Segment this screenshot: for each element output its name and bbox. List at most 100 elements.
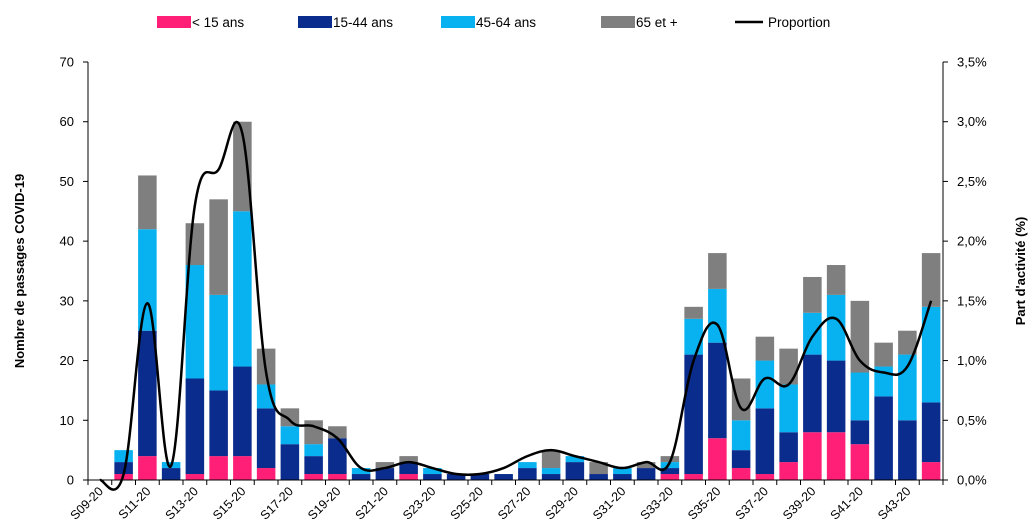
bar-segment-S27-20-series-1 (518, 468, 537, 480)
x-tick-label: S43-20 (875, 484, 913, 522)
bar-segment-S11-20-series-3 (138, 175, 157, 230)
bar-segment-S35-20-series-2 (708, 288, 727, 343)
proportion-line-path (99, 121, 933, 491)
bar-segment-S11-20-series-2 (138, 229, 157, 331)
bar-segment-S13-20-series-2 (185, 265, 205, 379)
y-right-tick-label: 2,5% (957, 174, 987, 189)
bars (114, 121, 941, 480)
y-right-tick-label: 0,5% (957, 413, 987, 428)
bar-segment-S18-20-series-0 (304, 474, 323, 480)
bar-segment-S44-20-series-2 (921, 306, 941, 403)
bar-segment-S33-20-series-0 (660, 474, 680, 480)
bar-segment-S36-20-series-3 (731, 378, 751, 421)
bar-segment-S14-20-series-0 (209, 456, 228, 480)
bar-segment-S39-20-series-3 (803, 276, 822, 313)
bar-segment-S34-20-series-0 (684, 474, 703, 480)
bar-segment-S31-20-series-2 (613, 468, 632, 475)
bar-segment-S22-20-series-0 (399, 474, 418, 480)
bar-segment-S16-20-series-1 (256, 408, 276, 469)
bar-segment-S41-20-series-1 (850, 420, 870, 445)
bar-segment-S44-20-series-0 (921, 462, 941, 480)
bar-segment-S40-20-series-1 (826, 360, 846, 433)
x-tick-label: S31-20 (590, 484, 628, 522)
bar-segment-S38-20-series-2 (779, 384, 798, 433)
bar-segment-S41-20-series-0 (850, 444, 870, 480)
bar-segment-S37-20-series-2 (755, 360, 775, 409)
bar-segment-S21-20-series-3 (375, 462, 395, 469)
bar-segment-S43-20-series-1 (898, 420, 917, 480)
x-tick-label: S21-20 (353, 484, 391, 522)
legend-label-line: Proportion (768, 15, 830, 30)
y-left-tick-label: 50 (60, 174, 74, 189)
bar-segment-S40-20-series-0 (826, 432, 846, 480)
bar-segment-S42-20-series-3 (874, 342, 893, 367)
bar-segment-S16-20-series-0 (256, 468, 276, 480)
bar-segment-S38-20-series-1 (779, 432, 798, 463)
bar-segment-S10-20-series-2 (114, 450, 133, 463)
bar-segment-S33-20-series-2 (660, 462, 680, 469)
bar-segment-S39-20-series-1 (803, 354, 822, 433)
bar-segment-S13-20-series-0 (185, 474, 205, 480)
bar-segment-S14-20-series-3 (209, 199, 228, 295)
bar-segment-S31-20-series-1 (613, 474, 632, 480)
bar-segment-S34-20-series-3 (684, 306, 703, 319)
bar-segment-S24-20-series-1 (446, 474, 466, 480)
proportion-line (99, 121, 933, 491)
bar-segment-S17-20-series-1 (280, 444, 300, 480)
bar-segment-S23-20-series-2 (423, 468, 442, 475)
bar-segment-S36-20-series-0 (731, 468, 751, 480)
x-tick-label: S35-20 (685, 484, 723, 522)
bar-segment-S40-20-series-3 (826, 265, 846, 295)
y-right-tick-label: 3,5% (957, 55, 987, 70)
y-axis-left-title: Nombre de passages COVID-19 (12, 174, 27, 368)
bar-segment-S11-20-series-0 (138, 456, 157, 480)
bar-segment-S27-20-series-2 (518, 462, 537, 469)
y-left-tick-label: 40 (60, 234, 74, 249)
bar-segment-S22-20-series-3 (399, 456, 418, 463)
bar-segment-S20-20-series-2 (351, 468, 371, 475)
y-left-tick-label: 60 (60, 114, 74, 129)
bar-segment-S10-20-series-1 (114, 462, 133, 475)
bar-segment-S26-20-series-1 (494, 474, 513, 480)
bar-segment-S25-20-series-1 (470, 474, 490, 480)
bar-segment-S39-20-series-0 (803, 432, 822, 480)
bar-segment-S19-20-series-3 (328, 426, 347, 439)
bar-segment-S30-20-series-1 (589, 474, 608, 480)
bar-segment-S22-20-series-1 (399, 462, 418, 475)
bar-segment-S32-20-series-1 (636, 468, 656, 480)
bar-segment-S23-20-series-1 (423, 474, 442, 480)
bar-segment-S18-20-series-1 (304, 456, 323, 475)
bar-segment-S15-20-series-3 (233, 121, 252, 212)
bar-segment-S13-20-series-1 (185, 378, 205, 475)
x-tick-label: S19-20 (305, 484, 343, 522)
bar-segment-S14-20-series-2 (209, 294, 228, 391)
bar-segment-S19-20-series-1 (328, 438, 347, 475)
bar-segment-S37-20-series-0 (755, 474, 775, 480)
bar-segment-S40-20-series-2 (826, 294, 846, 361)
bar-segment-S42-20-series-1 (874, 396, 893, 480)
x-axis-ticks: S09-20 S11-20 S13-20 S15-20 S17-20 S19-20 S21-… (68, 480, 944, 523)
x-tick-label: S27-20 (495, 484, 533, 522)
bar-segment-S11-20-series-1 (138, 330, 157, 457)
bar-segment-S29-20-series-2 (565, 456, 585, 463)
x-tick-label: S15-20 (210, 484, 248, 522)
bar-segment-S28-20-series-3 (541, 450, 561, 469)
bar-segment-S37-20-series-1 (755, 408, 775, 475)
legend-swatch-0 (157, 16, 191, 28)
y-left-tick-label: 30 (60, 293, 74, 308)
x-tick-label: S25-20 (448, 484, 486, 522)
bar-segment-S34-20-series-2 (684, 318, 703, 355)
bar-segment-S18-20-series-3 (304, 420, 323, 445)
y-left-tick-label: 20 (60, 353, 74, 368)
legend-label-2: 45-64 ans (476, 15, 536, 30)
y-axis-right-title: Part d'activité (%) (1013, 217, 1028, 326)
x-tick-label: S23-20 (400, 484, 438, 522)
legend: < 15 ans 15-44 ans 45-64 ans 65 et + Proport… (157, 15, 830, 30)
bar-segment-S28-20-series-1 (541, 474, 561, 480)
y-axis-right-ticks: 0,0% 0,5% 1,0% 1,5% 2,0% 2,5% 3,0% 3,5% (943, 55, 987, 488)
y-right-tick-label: 0,0% (957, 473, 987, 488)
y-axis-left-ticks: 0 10 20 30 40 50 60 70 (60, 55, 88, 488)
bar-segment-S28-20-series-2 (541, 468, 561, 475)
bar-segment-S33-20-series-1 (660, 468, 680, 475)
bar-segment-S19-20-series-0 (328, 474, 347, 480)
